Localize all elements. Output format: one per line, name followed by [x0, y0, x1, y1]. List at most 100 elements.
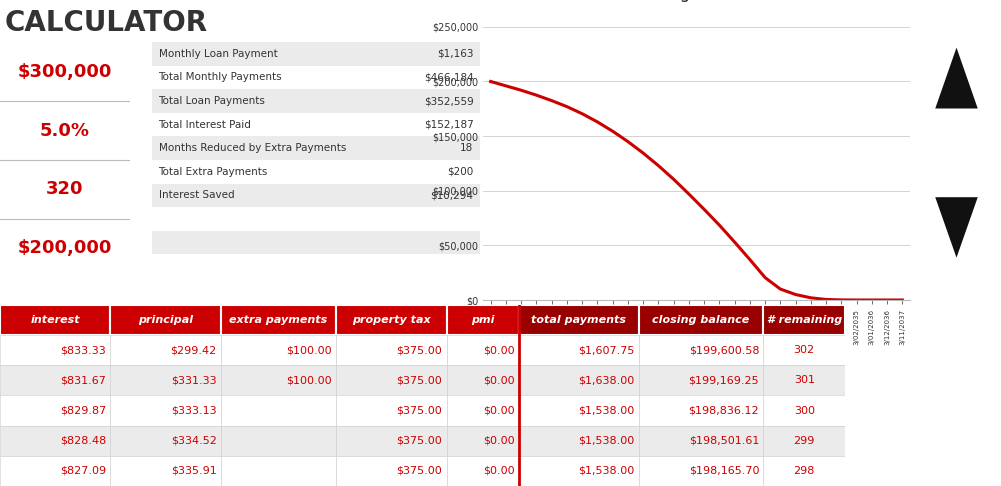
- Text: $198,501.61: $198,501.61: [689, 436, 759, 446]
- Text: 320: 320: [46, 180, 84, 198]
- Bar: [764, 305, 845, 335]
- Text: $10,294: $10,294: [430, 191, 473, 200]
- Bar: [152, 160, 480, 184]
- Title: closing balance: closing balance: [632, 0, 761, 2]
- X-axis label: Axis Title: Axis Title: [672, 348, 722, 358]
- Bar: [110, 365, 221, 396]
- Bar: [0, 305, 110, 335]
- Bar: [639, 305, 764, 335]
- Text: Total Extra Payments: Total Extra Payments: [158, 167, 268, 177]
- Bar: [764, 335, 845, 365]
- Text: $100.00: $100.00: [286, 345, 332, 355]
- Bar: [152, 137, 480, 160]
- Bar: [221, 396, 336, 426]
- Bar: [764, 426, 845, 456]
- Text: $375.00: $375.00: [396, 345, 442, 355]
- Text: $152,187: $152,187: [423, 120, 473, 130]
- Bar: [764, 365, 845, 396]
- Text: $0.00: $0.00: [482, 406, 515, 416]
- Text: $1,538.00: $1,538.00: [578, 406, 635, 416]
- Polygon shape: [935, 197, 978, 258]
- Text: $1,538.00: $1,538.00: [578, 436, 635, 446]
- Text: $0.00: $0.00: [482, 345, 515, 355]
- Text: $200,000: $200,000: [18, 240, 112, 258]
- Text: 18: 18: [460, 143, 473, 153]
- Text: Months Reduced by Extra Payments: Months Reduced by Extra Payments: [158, 143, 346, 153]
- Bar: [639, 365, 764, 396]
- Text: 301: 301: [794, 375, 815, 385]
- Bar: [152, 207, 480, 231]
- Bar: [221, 335, 336, 365]
- Text: $828.48: $828.48: [60, 436, 106, 446]
- Text: Interest Saved: Interest Saved: [158, 191, 234, 200]
- Bar: [639, 426, 764, 456]
- Text: $333.13: $333.13: [171, 406, 216, 416]
- Bar: [639, 335, 764, 365]
- Bar: [0, 335, 110, 365]
- Text: total payments: total payments: [532, 315, 626, 325]
- Bar: [519, 456, 639, 486]
- Bar: [0, 365, 110, 396]
- Bar: [336, 305, 446, 335]
- Bar: [336, 365, 446, 396]
- Bar: [152, 89, 480, 113]
- Text: each month, your loan duration will decrease to 253 months and your pay: each month, your loan duration will decr…: [5, 285, 444, 298]
- Text: Total Monthly Payments: Total Monthly Payments: [158, 72, 282, 83]
- Bar: [336, 396, 446, 426]
- Text: CALCULATOR: CALCULATOR: [5, 9, 208, 37]
- Text: 300: 300: [794, 406, 815, 416]
- Bar: [152, 113, 480, 137]
- Text: $0.00: $0.00: [482, 375, 515, 385]
- Bar: [152, 254, 480, 278]
- Bar: [0, 456, 110, 486]
- Bar: [446, 456, 519, 486]
- Text: $100.00: $100.00: [286, 375, 332, 385]
- Text: $827.09: $827.09: [60, 466, 106, 476]
- Text: 298: 298: [794, 466, 815, 476]
- Text: $199,600.58: $199,600.58: [689, 345, 759, 355]
- Bar: [110, 396, 221, 426]
- Bar: [446, 335, 519, 365]
- Bar: [152, 231, 480, 254]
- Bar: [519, 335, 639, 365]
- Text: $300,000: $300,000: [18, 63, 112, 81]
- Text: $466,184: $466,184: [423, 72, 473, 83]
- Bar: [0, 396, 110, 426]
- Text: 302: 302: [794, 345, 815, 355]
- Bar: [152, 42, 480, 66]
- Text: $198,165.70: $198,165.70: [689, 466, 759, 476]
- Bar: [0, 426, 110, 456]
- Bar: [152, 184, 480, 207]
- Bar: [110, 456, 221, 486]
- Bar: [446, 396, 519, 426]
- Text: $335.91: $335.91: [171, 466, 216, 476]
- Bar: [221, 305, 336, 335]
- Text: $299.42: $299.42: [170, 345, 216, 355]
- Bar: [336, 335, 446, 365]
- Text: Monthly Loan Payment: Monthly Loan Payment: [158, 49, 277, 59]
- Bar: [336, 456, 446, 486]
- Bar: [519, 426, 639, 456]
- Text: $375.00: $375.00: [396, 436, 442, 446]
- Bar: [336, 426, 446, 456]
- Bar: [764, 396, 845, 426]
- Bar: [221, 456, 336, 486]
- Polygon shape: [935, 48, 978, 108]
- Text: $1,638.00: $1,638.00: [578, 375, 635, 385]
- Text: $198,836.12: $198,836.12: [689, 406, 759, 416]
- Text: $829.87: $829.87: [60, 406, 106, 416]
- Bar: [639, 396, 764, 426]
- Text: key stastistics: key stastistics: [136, 115, 146, 205]
- Text: $831.67: $831.67: [60, 375, 106, 385]
- Text: $331.33: $331.33: [171, 375, 216, 385]
- Text: extra payments: extra payments: [229, 315, 327, 325]
- Text: interest: interest: [30, 315, 80, 325]
- Text: $334.52: $334.52: [171, 436, 216, 446]
- Bar: [764, 456, 845, 486]
- Text: $0.00: $0.00: [482, 466, 515, 476]
- Text: $375.00: $375.00: [396, 406, 442, 416]
- Text: $1,538.00: $1,538.00: [578, 466, 635, 476]
- Bar: [519, 305, 639, 335]
- Bar: [221, 365, 336, 396]
- Bar: [152, 66, 480, 89]
